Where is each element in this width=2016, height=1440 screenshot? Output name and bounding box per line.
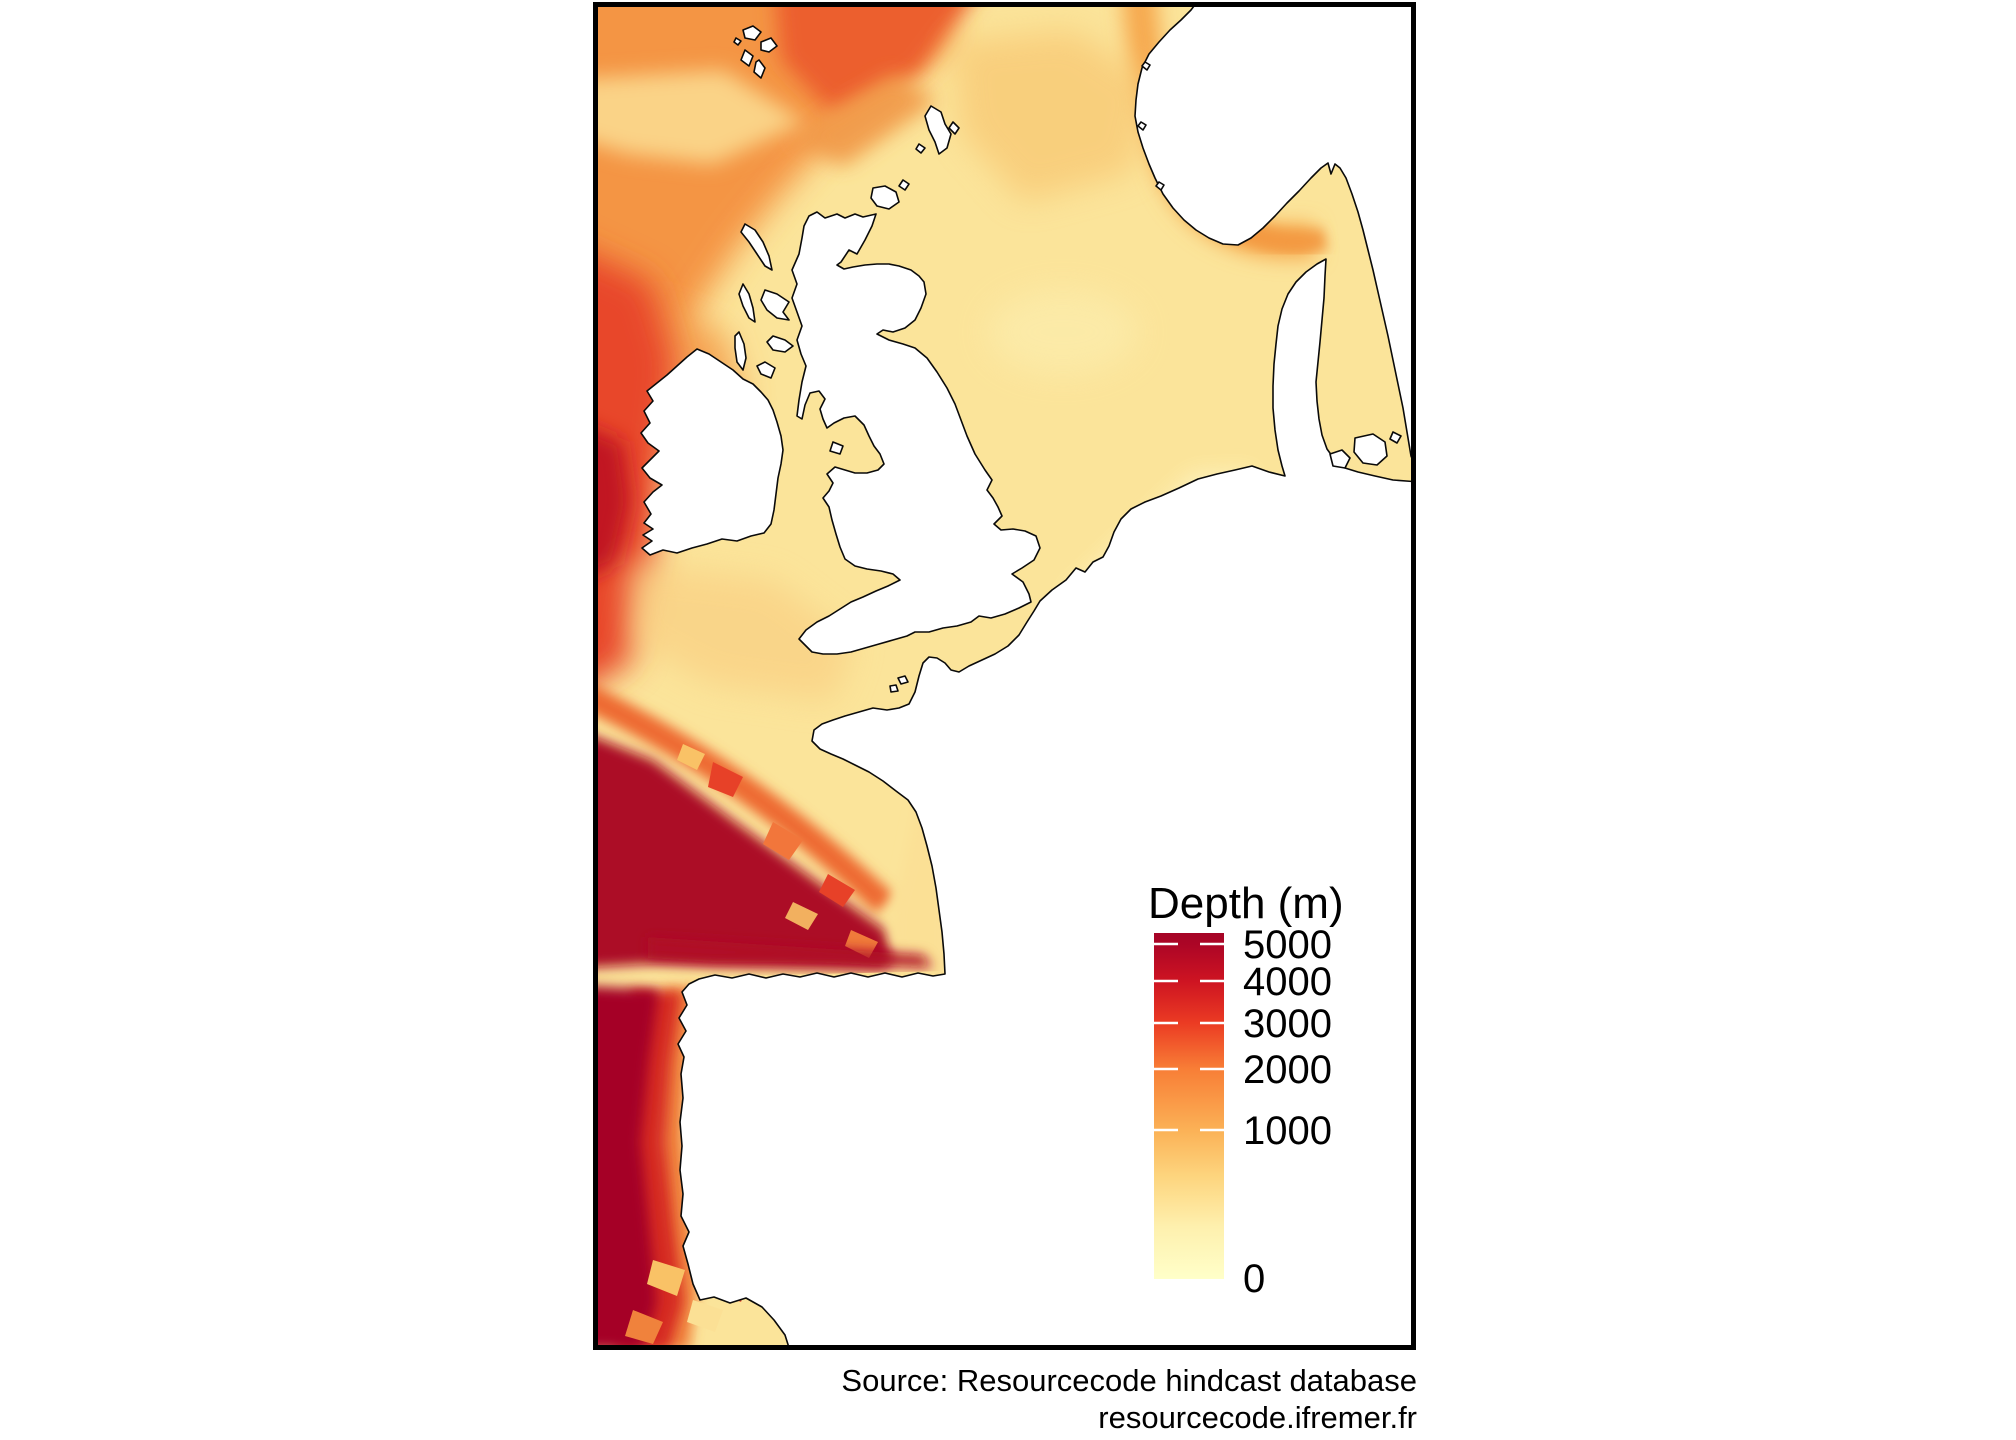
continental-europe-landmass xyxy=(677,258,1411,1345)
depth-colorbar xyxy=(1154,933,1224,1279)
faroe-islands xyxy=(733,25,778,79)
legend-tick-label: 5000 xyxy=(1243,923,1332,967)
outer-hebrides xyxy=(734,223,773,371)
scandinavia-landmass xyxy=(1134,7,1411,458)
inner-hebrides xyxy=(756,289,794,379)
legend-tick-label: 4000 xyxy=(1243,960,1332,1004)
dogger-bank-shallow xyxy=(988,290,1138,374)
faroe-shetland-channel xyxy=(788,74,938,167)
legend-tick-label: 1000 xyxy=(1243,1109,1332,1153)
celtic-sea-tint xyxy=(628,562,855,702)
faroe-ridge-shallow xyxy=(598,70,805,164)
bathymetry-map: Depth (m) 5000 4000 3000 2000 1000 0 xyxy=(593,2,1416,1350)
legend-tick-label: 0 xyxy=(1243,1257,1265,1301)
channel-islands xyxy=(889,675,909,693)
isle-of-man xyxy=(829,441,844,455)
legend-tick-label: 2000 xyxy=(1243,1048,1332,1092)
source-caption: Source: Resourcecode hindcast database r… xyxy=(841,1362,1417,1436)
depth-legend: Depth (m) 5000 4000 3000 2000 1000 0 xyxy=(1148,879,1344,1301)
source-caption-line2: resourcecode.ifremer.fr xyxy=(1098,1400,1417,1435)
shelf-break-texture xyxy=(677,744,878,958)
colorbar-tick-labels: 5000 4000 3000 2000 1000 0 xyxy=(1243,923,1332,1301)
atlantic-west-red-band xyxy=(598,257,675,682)
norwegian-sea-band xyxy=(776,7,967,114)
map-panel-border xyxy=(593,2,1416,1350)
norwegian-skerries xyxy=(1137,61,1165,191)
legend-title: Depth (m) xyxy=(1148,879,1344,928)
colorbar-ticks xyxy=(1154,942,1224,1132)
atlantic-deep-core xyxy=(598,431,631,573)
orkney-islands xyxy=(870,179,910,210)
legend-tick-label: 3000 xyxy=(1243,1002,1332,1046)
biscay-abyssal-plain xyxy=(598,738,895,970)
northwest-north-sea-tint xyxy=(953,30,1153,202)
great-britain-landmass xyxy=(791,211,1041,655)
iberia-deep-strip xyxy=(598,986,659,1345)
source-caption-line1: Source: Resourcecode hindcast database xyxy=(841,1363,1417,1398)
cantabrian-deep-band xyxy=(648,937,933,968)
danish-islands xyxy=(1329,431,1402,469)
shetland-islands xyxy=(915,105,960,155)
ireland-landmass xyxy=(640,348,784,556)
